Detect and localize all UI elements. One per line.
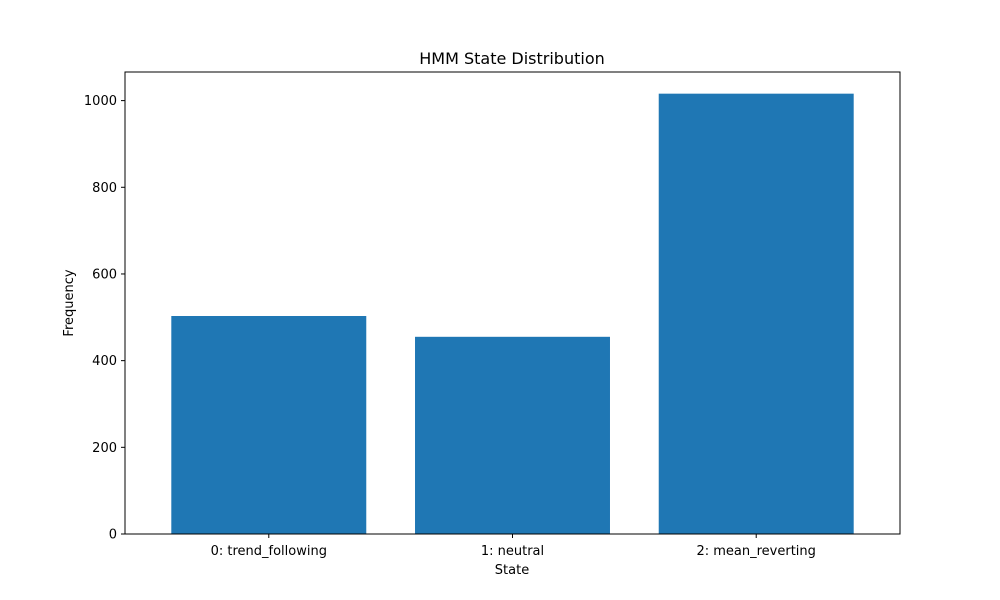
y-tick-label: 0	[109, 528, 117, 543]
y-tick-label: 800	[92, 181, 117, 196]
x-axis: 0: trend_following 1: neutral 2: mean_reve…	[211, 534, 816, 559]
y-tick-label: 200	[92, 441, 117, 456]
y-axis: 0 200 400 600 800 1000	[84, 94, 125, 543]
y-tick-label: 600	[92, 267, 117, 282]
x-tick-label: 0: trend_following	[211, 544, 327, 559]
y-tick-label: 1000	[84, 94, 117, 109]
chart-title: HMM State Distribution	[419, 49, 605, 68]
bar-1	[415, 336, 610, 534]
x-axis-label: State	[495, 563, 529, 578]
y-tick-label: 400	[92, 354, 117, 369]
bars-group	[171, 93, 854, 534]
x-tick-label: 1: neutral	[481, 544, 544, 559]
bar-0	[171, 316, 367, 534]
x-tick-label: 2: mean_reverting	[696, 544, 815, 559]
bar-2	[658, 93, 854, 534]
y-axis-label: Frequency	[62, 269, 77, 336]
